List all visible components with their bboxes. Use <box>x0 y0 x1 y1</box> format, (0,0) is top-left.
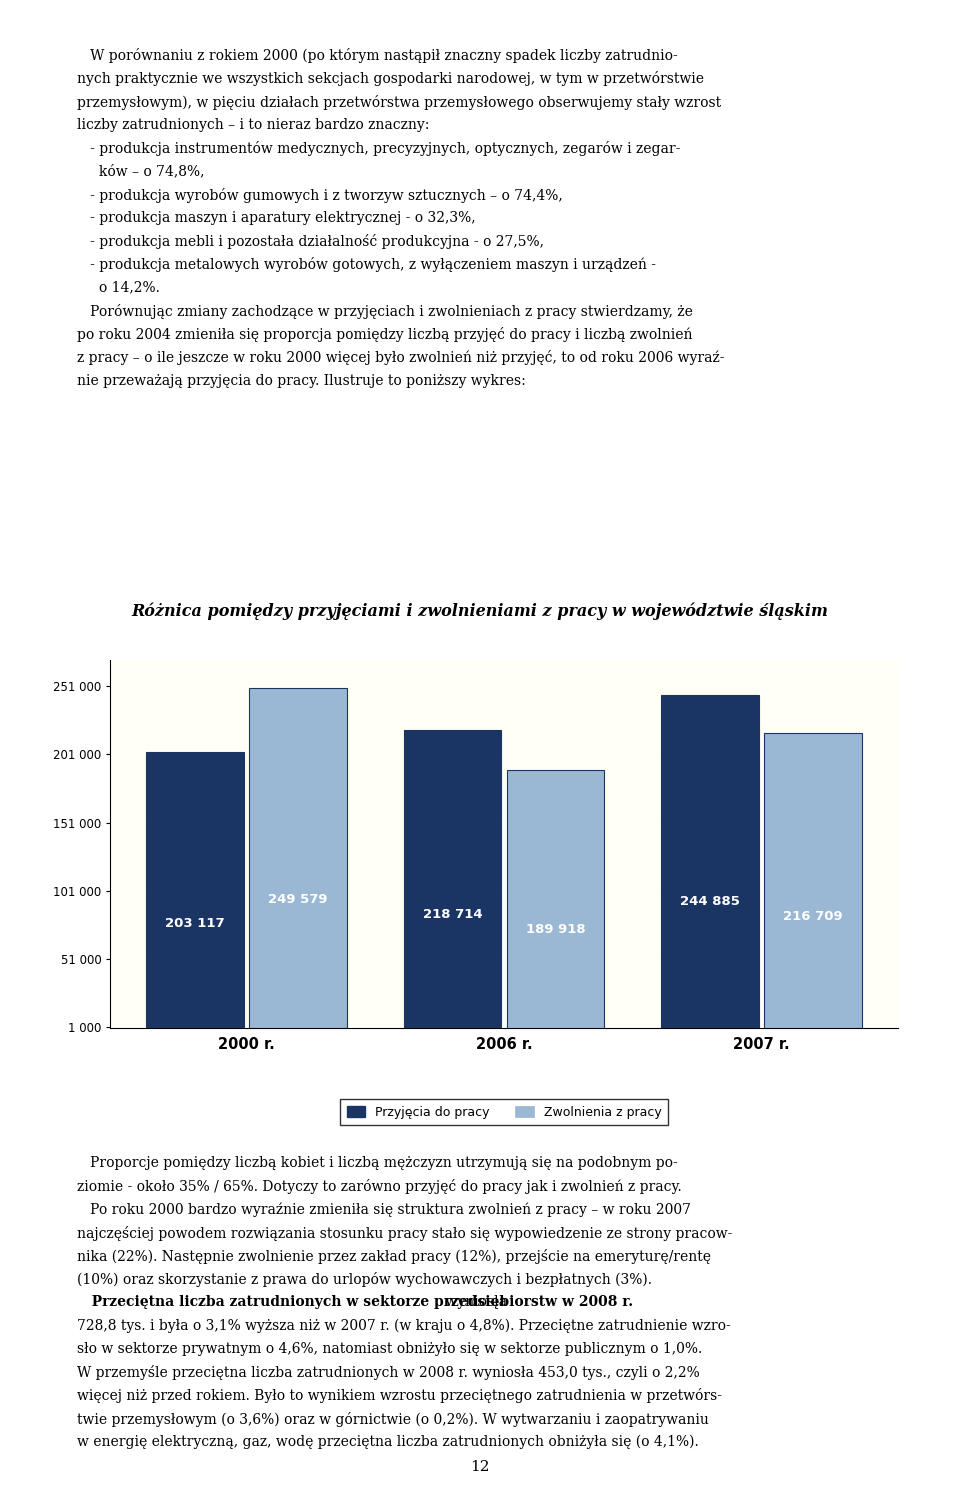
Text: 244 885: 244 885 <box>680 895 740 908</box>
Text: - produkcja instrumentów medycznych, precyzyjnych, optycznych, zegarów i zegar-: - produkcja instrumentów medycznych, pre… <box>77 141 681 156</box>
Bar <box>764 732 862 1028</box>
Text: (10%) oraz skorzystanie z prawa do urlopów wychowawczych i bezpłatnych (3%).: (10%) oraz skorzystanie z prawa do urlop… <box>77 1273 652 1286</box>
Text: W przemyśle przeciętna liczba zatrudnionych w 2008 r. wyniosła 453,0 tys., czyli: W przemyśle przeciętna liczba zatrudnion… <box>77 1366 700 1379</box>
Text: sło w sektorze prywatnym o 4,6%, natomiast obniżyło się w sektorze publicznym o : sło w sektorze prywatnym o 4,6%, natomia… <box>77 1342 702 1355</box>
Text: o 14,2%.: o 14,2%. <box>77 281 159 294</box>
Text: twie przemysłowym (o 3,6%) oraz w górnictwie (o 0,2%). W wytwarzaniu i zaopatryw: twie przemysłowym (o 3,6%) oraz w górnic… <box>77 1411 708 1426</box>
Text: ziomie - około 35% / 65%. Dotyczy to zarówno przyjęć do pracy jak i zwolnień z p: ziomie - około 35% / 65%. Dotyczy to zar… <box>77 1180 682 1193</box>
Text: 189 918: 189 918 <box>526 923 586 937</box>
Text: wyniosła: wyniosła <box>442 1295 508 1309</box>
Text: 216 709: 216 709 <box>783 910 843 923</box>
Text: nie przeważają przyjęcia do pracy. Ilustruje to poniższy wykres:: nie przeważają przyjęcia do pracy. Ilust… <box>77 374 525 387</box>
Text: najczęściej powodem rozwiązania stosunku pracy stało się wypowiedzenie ze strony: najczęściej powodem rozwiązania stosunku… <box>77 1225 732 1240</box>
Text: Różnica pomiędzy przyjęciami i zwolnieniami z pracy w województwie śląskim: Różnica pomiędzy przyjęciami i zwolnieni… <box>132 602 828 620</box>
Text: 203 117: 203 117 <box>165 917 225 929</box>
Text: - produkcja metalowych wyrobów gotowych, z wyłączeniem maszyn i urządzeń -: - produkcja metalowych wyrobów gotowych,… <box>77 258 656 272</box>
Text: - produkcja wyrobów gumowych i z tworzyw sztucznych – o 74,4%,: - produkcja wyrobów gumowych i z tworzyw… <box>77 188 563 203</box>
Text: po roku 2004 zmieniła się proporcja pomiędzy liczbą przyjęć do pracy i liczbą zw: po roku 2004 zmieniła się proporcja pomi… <box>77 327 692 342</box>
Text: w energię elektryczną, gaz, wodę przeciętna liczba zatrudnionych obniżyła się (o: w energię elektryczną, gaz, wodę przecię… <box>77 1435 699 1450</box>
Text: 218 714: 218 714 <box>422 908 482 922</box>
Text: - produkcja mebli i pozostała działalność produkcyjna - o 27,5%,: - produkcja mebli i pozostała działalnoś… <box>77 234 543 249</box>
Text: nika (22%). Następnie zwolnienie przez zakład pracy (12%), przejście na emerytur: nika (22%). Następnie zwolnienie przez z… <box>77 1249 710 1264</box>
Text: 728,8 tys. i była o 3,1% wyższa niż w 2007 r. (w kraju o 4,8%). Przeciętne zatru: 728,8 tys. i była o 3,1% wyższa niż w 20… <box>77 1319 731 1333</box>
Text: więcej niż przed rokiem. Było to wynikiem wzrostu przeciętnego zatrudnienia w pr: więcej niż przed rokiem. Było to wynikie… <box>77 1388 722 1403</box>
Text: Porównując zmiany zachodzące w przyjęciach i zwolnieniach z pracy stwierdzamy, ż: Porównując zmiany zachodzące w przyjęcia… <box>77 303 693 318</box>
Text: ków – o 74,8%,: ków – o 74,8%, <box>77 165 204 179</box>
Bar <box>507 770 605 1028</box>
Legend: Przyjęcia do pracy, Zwolnienia z pracy: Przyjęcia do pracy, Zwolnienia z pracy <box>341 1099 667 1124</box>
Text: Proporcje pomiędzy liczbą kobiet i liczbą mężczyzn utrzymują się na podobnym po-: Proporcje pomiędzy liczbą kobiet i liczb… <box>77 1156 678 1169</box>
Text: z pracy – o ile jeszcze w roku 2000 więcej było zwolnień niż przyjęć, to od roku: z pracy – o ile jeszcze w roku 2000 więc… <box>77 351 724 365</box>
Text: nych praktycznie we wszystkich sekcjach gospodarki narodowej, w tym w przetwórst: nych praktycznie we wszystkich sekcjach … <box>77 71 704 86</box>
Bar <box>403 731 501 1028</box>
Text: przemysłowym), w pięciu działach przetwórstwa przemysłowego obserwujemy stały wz: przemysłowym), w pięciu działach przetwó… <box>77 95 721 110</box>
Text: liczby zatrudnionych – i to nieraz bardzo znaczny:: liczby zatrudnionych – i to nieraz bardz… <box>77 119 429 132</box>
Text: W porównaniu z rokiem 2000 (po którym nastąpił znaczny spadek liczby zatrudnio-: W porównaniu z rokiem 2000 (po którym na… <box>77 48 678 63</box>
Text: 249 579: 249 579 <box>268 893 327 905</box>
Bar <box>661 695 758 1028</box>
Bar <box>250 689 347 1028</box>
Text: - produkcja maszyn i aparatury elektrycznej - o 32,3%,: - produkcja maszyn i aparatury elektrycz… <box>77 212 475 225</box>
Text: Przeciętna liczba zatrudnionych w sektorze przedsiębiorstw w 2008 r.: Przeciętna liczba zatrudnionych w sektor… <box>77 1295 633 1309</box>
Bar <box>146 752 244 1028</box>
Text: Po roku 2000 bardzo wyraźnie zmieniła się struktura zwolnień z pracy – w roku 20: Po roku 2000 bardzo wyraźnie zmieniła si… <box>77 1202 691 1217</box>
Text: 12: 12 <box>470 1460 490 1474</box>
